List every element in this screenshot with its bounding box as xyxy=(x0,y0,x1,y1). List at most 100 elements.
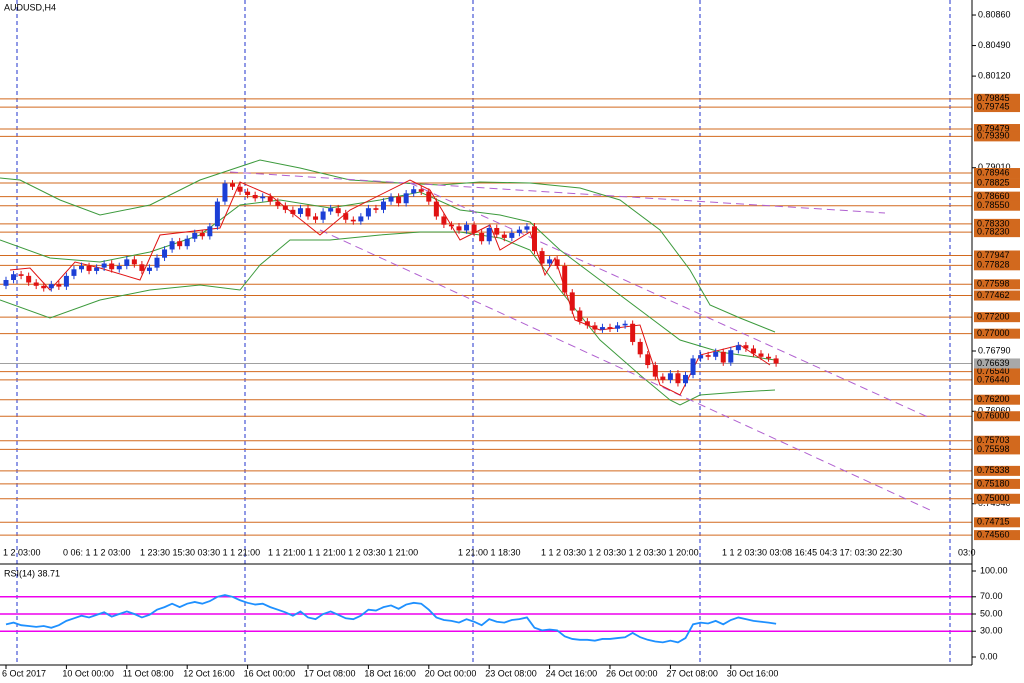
candle-body xyxy=(365,208,371,217)
candle-body xyxy=(418,189,424,192)
candle-body xyxy=(441,216,447,225)
bollinger-lower xyxy=(0,231,776,406)
level-label: 0.75338 xyxy=(977,465,1010,475)
candle-body xyxy=(667,373,673,380)
x-tick-label: 12 Oct 16:00 xyxy=(183,668,235,678)
level-label-box xyxy=(974,530,1020,541)
candle-body xyxy=(660,376,666,380)
level-label: 0.75598 xyxy=(977,444,1010,454)
candle-body xyxy=(622,323,628,326)
candle-body xyxy=(252,194,258,199)
level-label-box xyxy=(974,411,1020,422)
rsi-tick-label: 50.00 xyxy=(980,608,1003,618)
time-marker: 1 21:00 1 18:30 xyxy=(458,547,521,557)
candle-body xyxy=(343,213,349,220)
candle-body xyxy=(26,275,32,283)
level-label-box xyxy=(974,250,1020,261)
candle-body xyxy=(569,292,575,311)
time-marker: 1 2 03:00 xyxy=(3,547,41,557)
level-label-box xyxy=(974,328,1020,339)
level-label-box xyxy=(974,279,1020,290)
candles xyxy=(3,180,779,387)
candle-body xyxy=(162,249,168,258)
level-label-box xyxy=(974,435,1020,446)
candle-body xyxy=(146,267,152,271)
candle-body xyxy=(396,196,402,204)
candle-body xyxy=(615,325,621,329)
candle-body xyxy=(630,323,636,342)
level-label: 0.76200 xyxy=(977,394,1010,404)
level-label: 0.78946 xyxy=(977,167,1010,177)
x-tick-label: 11 Oct 08:00 xyxy=(123,668,174,678)
candle-body xyxy=(11,274,17,281)
level-label: 0.79845 xyxy=(977,93,1010,103)
candle-body xyxy=(109,263,115,270)
time-marker: 1 1 21:00 1 1 21:00 1 2 03:30 1 21:00 xyxy=(268,547,418,557)
trend-line xyxy=(229,171,886,214)
level-label: 0.74560 xyxy=(977,529,1010,539)
level-label: 0.79745 xyxy=(977,101,1010,111)
candle-body xyxy=(690,358,696,375)
candle-body xyxy=(56,284,62,287)
level-label-box xyxy=(974,493,1020,504)
x-tick-label: 10 Oct 00:00 xyxy=(62,668,114,678)
candle-body xyxy=(71,269,77,276)
candle-body xyxy=(433,201,439,217)
level-label: 0.78825 xyxy=(977,177,1010,187)
candle-body xyxy=(750,348,756,354)
level-label: 0.77200 xyxy=(977,312,1010,322)
candle-body xyxy=(713,351,719,357)
candle-body xyxy=(33,282,39,286)
candle-body xyxy=(373,208,379,210)
candle-body xyxy=(516,229,522,233)
candle-body xyxy=(683,374,688,384)
candle-body xyxy=(735,345,741,351)
level-label: 0.77947 xyxy=(977,250,1010,260)
candle-body xyxy=(94,267,100,271)
level-label: 0.78230 xyxy=(977,227,1010,237)
candle-body xyxy=(652,365,658,377)
candle-body xyxy=(139,264,145,271)
current-price-box xyxy=(974,358,1020,369)
candle-body xyxy=(245,191,251,195)
candle-body xyxy=(214,201,220,227)
current-price-label: 0.76639 xyxy=(977,358,1010,368)
candle-body xyxy=(577,310,583,322)
candle-body xyxy=(154,257,160,268)
levels xyxy=(0,98,972,536)
candle-body xyxy=(131,259,137,265)
candle-body xyxy=(260,196,266,199)
candle-body xyxy=(456,226,462,231)
level-label: 0.76000 xyxy=(977,411,1010,421)
channel-lower xyxy=(319,229,931,511)
rsi-panel xyxy=(0,594,972,644)
candle-body xyxy=(124,259,130,266)
axes: 0.80860 0.80490 0.80120 0.79010 0.76790 0.760… xyxy=(2,9,1020,678)
x-tick-label: 20 Oct 00:00 xyxy=(425,668,477,678)
time-marker: 1 1 2 03:30 1 2 03:30 1 2 03:30 1 20:00 xyxy=(541,547,699,557)
candle-body xyxy=(637,341,643,355)
level-label-box xyxy=(974,465,1020,476)
level-label: 0.75000 xyxy=(977,493,1010,503)
candle-body xyxy=(698,355,704,359)
x-tick-label: 23 Oct 08:00 xyxy=(485,668,537,678)
x-tick-label: 27 Oct 08:00 xyxy=(666,668,718,678)
level-label-box xyxy=(974,260,1020,271)
candle-body xyxy=(471,224,477,233)
rsi-line xyxy=(5,594,777,644)
candle-body xyxy=(79,265,84,270)
rsi-tick-label: 30.00 xyxy=(980,626,1003,636)
candle-body xyxy=(388,196,394,202)
candle-body xyxy=(177,241,183,247)
level-label-box xyxy=(974,124,1020,135)
level-label: 0.75180 xyxy=(977,478,1010,488)
candle-body xyxy=(290,209,296,214)
candle-body xyxy=(464,224,470,231)
candle-body xyxy=(328,208,334,212)
candle-body xyxy=(282,205,288,210)
y-tick-label: 0.80490 xyxy=(978,40,1011,50)
candle-body xyxy=(607,327,613,329)
level-label: 0.76440 xyxy=(977,374,1010,384)
rsi-tick-label: 0.00 xyxy=(980,651,998,661)
